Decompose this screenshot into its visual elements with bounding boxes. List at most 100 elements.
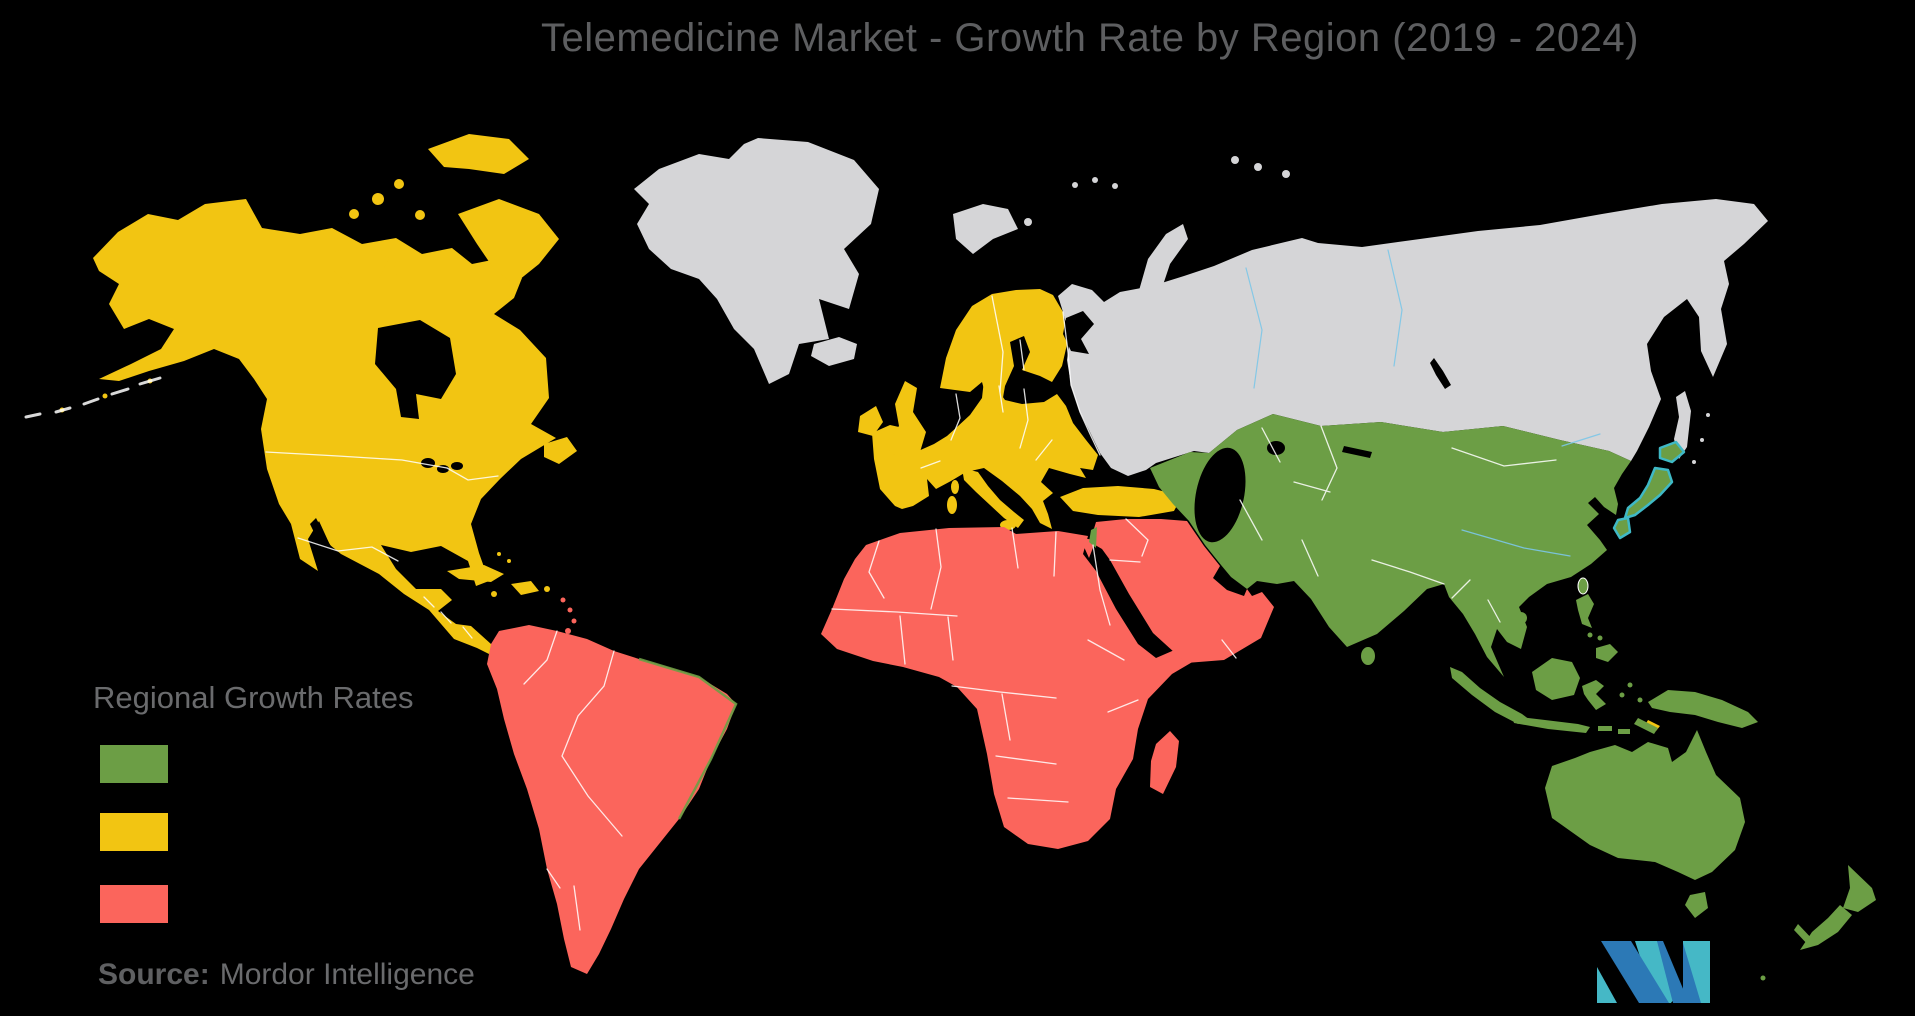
island-franz-josef-3 xyxy=(1112,183,1118,189)
island-baffin xyxy=(458,199,559,284)
island-arctic-1 xyxy=(372,193,384,205)
island-kuril-1 xyxy=(1692,460,1696,464)
island-newfoundland xyxy=(544,437,577,464)
island-ellesmere xyxy=(428,134,529,174)
region-south-america xyxy=(487,625,736,974)
island-antilles-3 xyxy=(571,618,577,624)
island-nz-south xyxy=(1800,905,1852,950)
region-arabia-middle-east xyxy=(1090,519,1274,663)
green-regions xyxy=(1089,414,1876,981)
island-svalbard-east xyxy=(1024,218,1032,226)
island-java xyxy=(1512,716,1590,733)
island-mindanao xyxy=(1596,644,1618,662)
island-hispaniola xyxy=(511,581,539,595)
region-italy xyxy=(962,468,1024,528)
legend-swatch-medium-growth-rect xyxy=(100,813,168,851)
region-scandinavia xyxy=(940,289,1068,415)
island-jamaica xyxy=(491,591,497,597)
island-visayas-1 xyxy=(1587,632,1593,638)
island-sulawesi xyxy=(1582,680,1606,710)
island-arctic-2 xyxy=(394,179,404,189)
legend-title: Regional Growth Rates xyxy=(93,680,414,715)
island-victoria xyxy=(394,256,437,289)
island-sumatra xyxy=(1450,667,1530,724)
island-antilles-1 xyxy=(560,597,566,603)
legend-swatch-high-growth-rect xyxy=(100,745,168,783)
yellow-regions xyxy=(59,134,1660,731)
island-moluccas-2 xyxy=(1627,682,1633,688)
region-australia xyxy=(1545,730,1745,880)
great-lake-3 xyxy=(451,462,463,470)
gulf-of-california xyxy=(310,518,344,571)
island-arctic-3 xyxy=(349,209,359,219)
island-new-caledonia xyxy=(1794,924,1815,947)
island-kuril-3 xyxy=(1706,413,1710,417)
island-lesser-sunda-1 xyxy=(1598,726,1612,731)
great-lake-1 xyxy=(421,458,435,468)
white-sea xyxy=(1063,311,1094,354)
island-bahamas-1 xyxy=(497,552,501,556)
island-aleutian-2 xyxy=(102,393,108,399)
island-franz-josef-1 xyxy=(1072,182,1078,188)
island-trinidad xyxy=(565,628,571,634)
source-label: Source: xyxy=(98,958,210,991)
aral-sea xyxy=(1267,441,1285,455)
island-kyushu xyxy=(1612,516,1632,540)
island-moluccas-3 xyxy=(1637,697,1643,703)
region-japan xyxy=(1612,440,1686,540)
red-regions xyxy=(487,519,1274,974)
region-africa xyxy=(821,527,1216,849)
chart-title: Telemedicine Market - Growth Rate by Reg… xyxy=(541,16,1639,60)
island-madagascar xyxy=(1150,731,1179,794)
island-banks xyxy=(328,246,389,284)
island-taiwan xyxy=(1577,577,1589,595)
rivers xyxy=(1245,249,1601,557)
island-nz-stewart xyxy=(1760,975,1766,981)
island-arctic-4 xyxy=(415,210,425,220)
island-corsica xyxy=(951,480,959,494)
island-sri-lanka xyxy=(1361,647,1375,665)
island-sakhalin xyxy=(1674,391,1691,459)
island-kuril-2 xyxy=(1700,438,1704,442)
island-novaya-zemlya xyxy=(1138,224,1188,304)
island-timor xyxy=(1634,718,1658,734)
lake-balkhash xyxy=(1342,446,1372,458)
region-turkey xyxy=(1060,486,1182,517)
island-severnaya-3 xyxy=(1282,170,1290,178)
island-moluccas-1 xyxy=(1619,692,1625,698)
region-greenland xyxy=(634,138,879,384)
legend-swatch-high-growth xyxy=(100,745,168,783)
island-franz-josef-2 xyxy=(1092,177,1098,183)
region-asia-mainland xyxy=(1150,414,1631,677)
island-bahamas-2 xyxy=(507,559,511,563)
island-luzon xyxy=(1576,594,1594,628)
caspian-sea xyxy=(1194,447,1246,543)
region-israel xyxy=(1089,527,1097,548)
island-puerto-rico xyxy=(544,586,550,592)
region-uk xyxy=(886,381,926,456)
source-line: Source: Mordor Intelligence xyxy=(98,958,475,992)
legend-swatch-medium-growth xyxy=(100,813,168,851)
mordor-intelligence-logo xyxy=(1597,941,1711,1004)
lake-baikal xyxy=(1430,358,1451,389)
island-hainan xyxy=(1515,612,1527,624)
island-tasmania xyxy=(1685,892,1708,918)
legend-swatch-low-growth xyxy=(100,885,168,923)
island-lesser-sunda-2 xyxy=(1618,729,1630,734)
island-honshu xyxy=(1623,466,1674,520)
region-europe-mainland xyxy=(872,360,1098,529)
island-severnaya-1 xyxy=(1231,156,1239,164)
legend-swatch-low-growth-rect xyxy=(100,885,168,923)
island-sardinia xyxy=(947,496,957,514)
island-cuba xyxy=(447,565,504,582)
island-visayas-2 xyxy=(1597,635,1603,641)
island-severnaya-2 xyxy=(1254,163,1262,171)
region-russia xyxy=(1058,199,1768,476)
hudson-bay xyxy=(375,320,456,419)
island-antilles-2 xyxy=(567,607,573,613)
source-value: Mordor Intelligence xyxy=(219,958,475,991)
water-cutouts xyxy=(310,311,1451,571)
country-borders xyxy=(24,295,1557,931)
